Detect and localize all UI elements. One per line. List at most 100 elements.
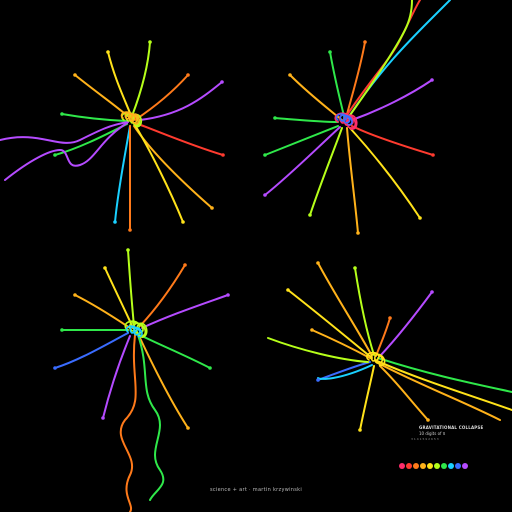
trajectory-line: [309, 127, 343, 216]
start-dot: [263, 153, 267, 157]
trajectory-line: [137, 123, 224, 156]
legend-digits: 3 1 4 1 5 9 2 6 5 3: [411, 437, 439, 441]
start-dot: [60, 112, 64, 116]
start-dot: [210, 206, 214, 210]
start-dot: [263, 193, 267, 197]
trajectory-line: [139, 334, 211, 369]
trajectory-line: [375, 361, 501, 421]
trajectory-line: [264, 126, 341, 196]
trajectory-line: [267, 337, 369, 363]
start-dot: [356, 231, 360, 235]
start-dot: [226, 293, 230, 297]
trajectory-line: [0, 121, 129, 144]
start-dot: [363, 40, 367, 44]
trajectory-line: [359, 365, 375, 431]
color-swatch: [427, 463, 433, 469]
color-swatch: [455, 463, 461, 469]
start-dot: [181, 220, 185, 224]
start-dot: [106, 50, 110, 54]
trajectory-line: [374, 359, 512, 411]
trajectory-line: [345, 41, 366, 119]
legend-subtitle: 10 digits of π: [419, 431, 446, 436]
start-dot: [273, 116, 277, 120]
start-dot: [73, 73, 77, 77]
start-dot: [430, 290, 434, 294]
trajectory-line: [141, 294, 229, 329]
trajectory-line: [346, 127, 359, 234]
start-dot: [426, 418, 430, 422]
start-dot: [113, 220, 117, 224]
trajectory-line: [134, 124, 184, 223]
start-dot: [208, 366, 212, 370]
start-dot: [126, 248, 130, 252]
color-swatch: [399, 463, 405, 469]
trajectory-line: [317, 364, 373, 380]
color-swatch: [462, 463, 468, 469]
trajectory-line: [317, 361, 371, 381]
start-dot: [103, 266, 107, 270]
trajectory-line: [377, 357, 512, 393]
trajectory-line: [107, 51, 133, 119]
trajectory-line: [139, 264, 186, 327]
start-dot: [186, 426, 190, 430]
trajectory-line: [264, 125, 339, 156]
trajectory-line: [347, 0, 413, 119]
start-dot: [418, 216, 422, 220]
start-dot: [186, 73, 190, 77]
start-dot: [388, 316, 392, 320]
trajectory-line: [335, 113, 353, 126]
start-dot: [53, 366, 57, 370]
trajectory-line: [131, 41, 151, 117]
start-dot: [286, 288, 290, 292]
trajectory-line: [61, 113, 127, 122]
credit-text: science + art · martin krzywinski: [209, 487, 303, 493]
trajectory-line: [379, 291, 433, 357]
trajectory-line: [137, 334, 165, 501]
trajectory-line: [351, 125, 434, 156]
trajectory-line: [349, 0, 451, 116]
color-swatch: [413, 463, 419, 469]
start-dot: [220, 80, 224, 84]
trajectory-line: [119, 334, 137, 512]
start-dot: [358, 428, 362, 432]
start-dot: [53, 153, 57, 157]
trajectory-line: [74, 74, 131, 119]
start-dot: [328, 50, 332, 54]
start-dot: [128, 228, 132, 232]
start-dot: [101, 416, 105, 420]
trajectory-line: [54, 123, 128, 156]
trajectory-line: [4, 122, 128, 181]
trajectory-line: [114, 125, 131, 223]
color-swatch: [406, 463, 412, 469]
trajectory-line: [311, 329, 371, 359]
start-dot: [431, 153, 435, 157]
color-swatch: [448, 463, 454, 469]
start-dot: [310, 328, 314, 332]
trajectory-line: [274, 117, 339, 123]
trajectory-line: [120, 111, 140, 125]
start-dot: [148, 40, 152, 44]
trajectory-line: [287, 289, 373, 359]
start-dot: [73, 293, 77, 297]
trajectory-line: [375, 317, 391, 357]
trajectory-line: [74, 294, 131, 329]
start-dot: [430, 78, 434, 82]
trajectory-line: [379, 365, 429, 421]
trajectory-line: [125, 325, 143, 338]
trajectory-line: [351, 79, 433, 121]
trajectory-line: [329, 51, 346, 121]
trajectory-line: [54, 332, 129, 369]
start-dot: [221, 153, 225, 157]
color-swatch: [420, 463, 426, 469]
trajectory-line: [139, 81, 223, 121]
color-swatch: [434, 463, 440, 469]
trajectory-line: [139, 337, 189, 429]
start-dot: [60, 328, 64, 332]
color-swatch: [441, 463, 447, 469]
start-dot: [288, 73, 292, 77]
start-dot: [316, 261, 320, 265]
trajectory-line: [124, 320, 148, 338]
start-dot: [316, 378, 320, 382]
trajectory-line: [127, 249, 135, 327]
